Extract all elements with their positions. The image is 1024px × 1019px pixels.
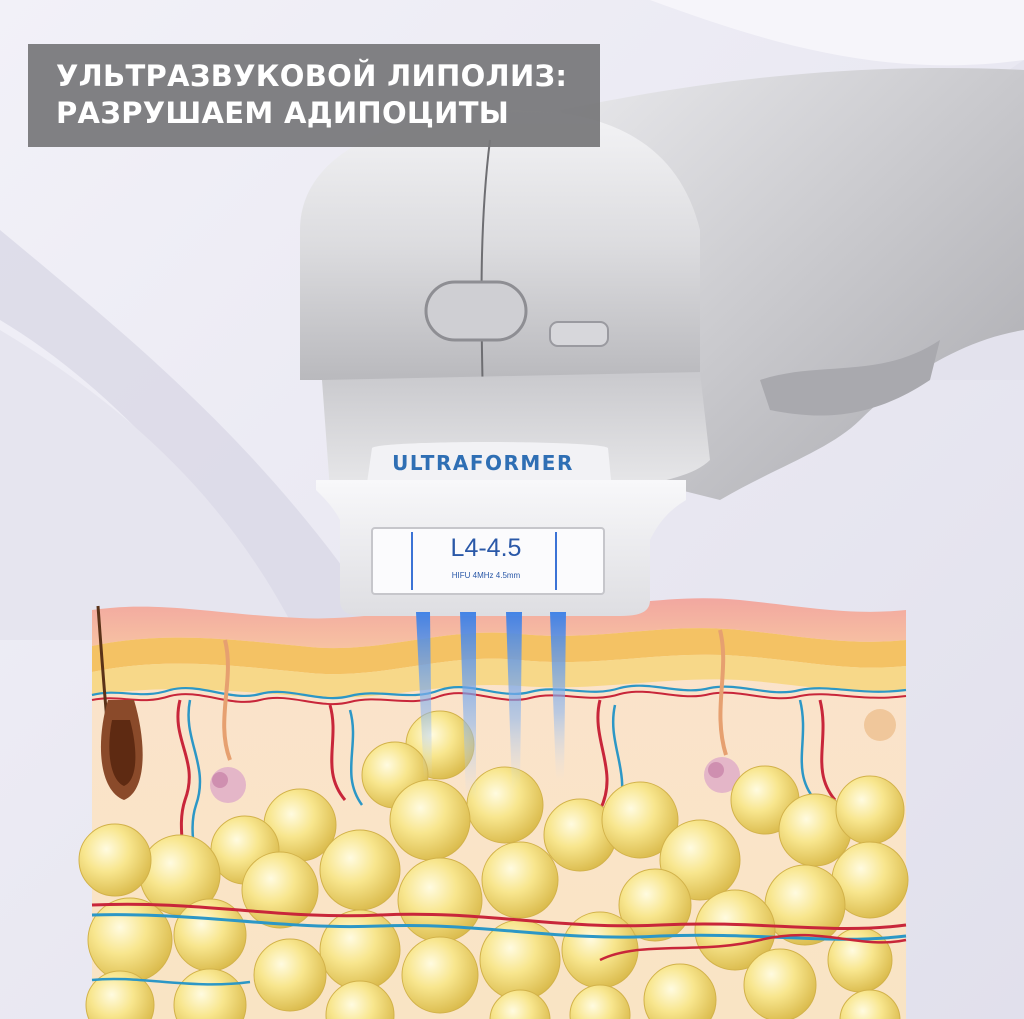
headline-banner: УЛЬТРАЗВУКОВОЙ ЛИПОЛИЗ: РАЗРУШАЕМ АДИПОЦ… xyxy=(28,44,600,147)
hair-follicle-icon xyxy=(96,605,143,800)
ultrasound-beam-icon xyxy=(416,612,566,800)
headline-line-1: УЛЬТРАЗВУКОВОЙ ЛИПОЛИЗ: xyxy=(56,59,568,93)
hifu-handpiece-icon: ULTRAFORMER L4-4.5 HIFU 4MHz 4.5mm xyxy=(300,68,1024,616)
cartridge-spec-label: HIFU 4MHz 4.5mm xyxy=(452,571,521,580)
cartridge-model-label: L4-4.5 xyxy=(451,534,522,562)
headline-line-2: РАЗРУШАЕМ АДИПОЦИТЫ xyxy=(56,96,510,130)
brand-logo: ULTRAFORMER xyxy=(392,451,574,475)
sweat-gland-icon xyxy=(210,629,740,803)
